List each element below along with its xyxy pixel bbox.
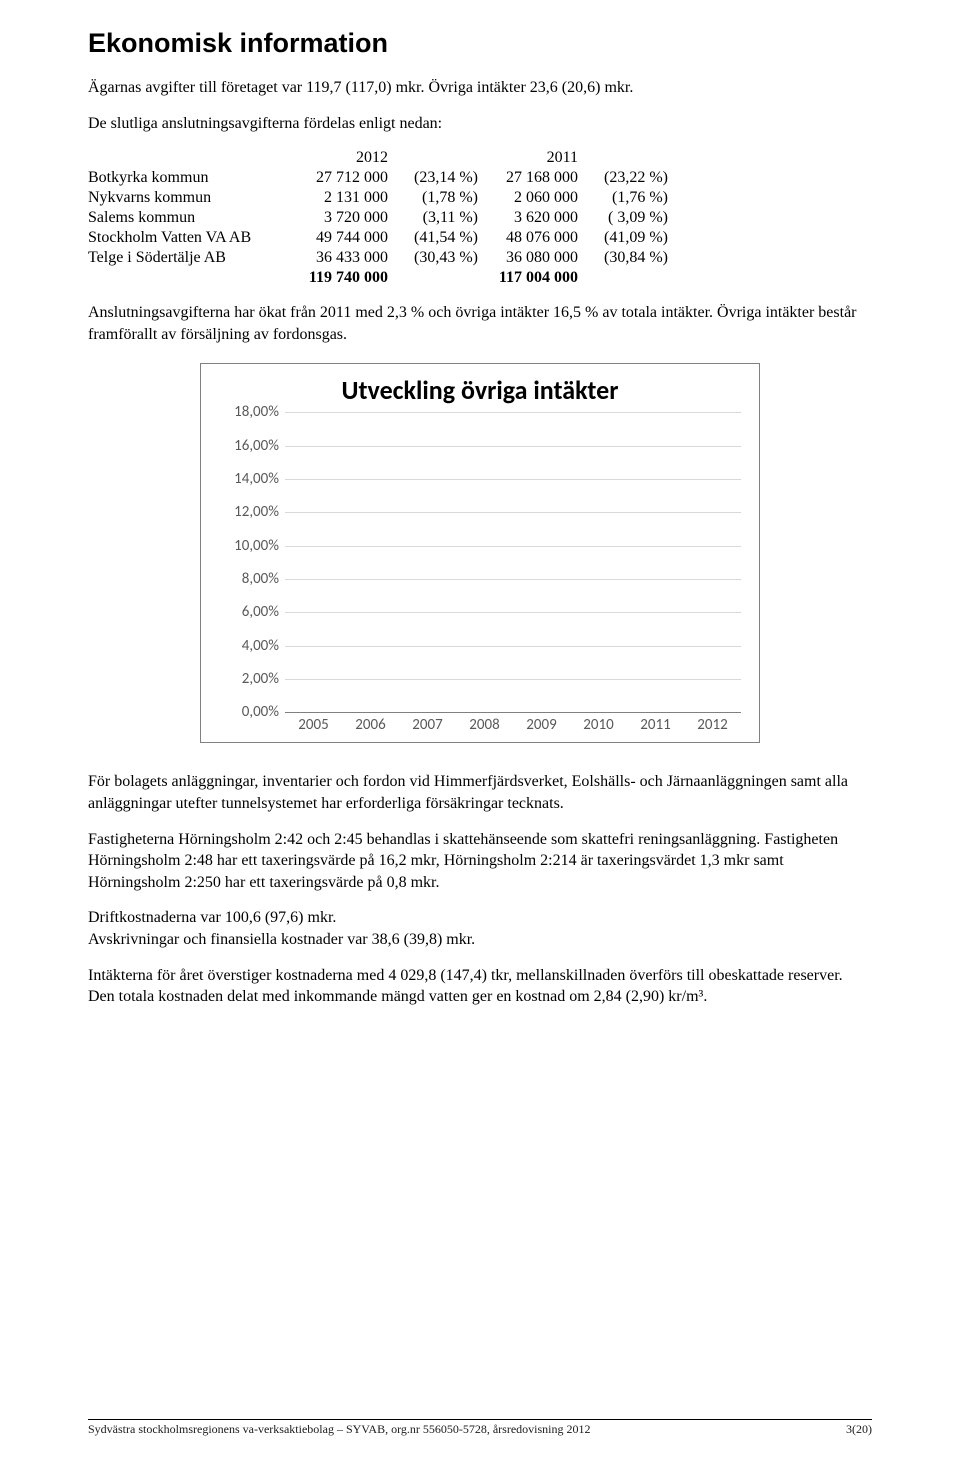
table-totals-row: 119 740 000 117 004 000 xyxy=(88,268,668,288)
table-cell-value: 27 168 000 xyxy=(478,168,578,188)
table-row: Telge i Södertälje AB 36 433 000 (30,43 … xyxy=(88,248,668,268)
table-cell-label: Telge i Södertälje AB xyxy=(88,248,288,268)
chart-x-axis-row: 20052006200720082009201020112012 xyxy=(219,716,741,734)
table-cell-value: 36 433 000 xyxy=(288,248,388,268)
table-cell-label: Salems kommun xyxy=(88,208,288,228)
chart-x-tick-label: 2009 xyxy=(513,716,570,734)
chart-x-tick-label: 2012 xyxy=(684,716,741,734)
table-cell-pct: (23,22 %) xyxy=(578,168,668,188)
table-cell-value: 27 712 000 xyxy=(288,168,388,188)
chart-gridline xyxy=(285,679,741,680)
table-cell-value: 49 744 000 xyxy=(288,228,388,248)
body-paragraph: Fastigheterna Hörningsholm 2:42 och 2:45… xyxy=(88,829,872,894)
chart-y-tick-label: 12,00% xyxy=(234,503,279,521)
chart-y-tick-label: 6,00% xyxy=(242,603,279,621)
chart-x-tick-label: 2010 xyxy=(570,716,627,734)
table-cell-pct: (41,09 %) xyxy=(578,228,668,248)
chart-plot-area xyxy=(285,412,741,712)
table-cell-label: Nykvarns kommun xyxy=(88,188,288,208)
chart-x-tick-label: 2008 xyxy=(456,716,513,734)
chart-y-tick-label: 8,00% xyxy=(242,570,279,588)
table-cell-pct: (30,84 %) xyxy=(578,248,668,268)
table-cell-pct: (3,11 %) xyxy=(388,208,478,228)
table-cell-pct: ( 3,09 %) xyxy=(578,208,668,228)
chart-y-tick-label: 2,00% xyxy=(242,670,279,688)
chart-gridline xyxy=(285,712,741,713)
table-intro: De slutliga anslutningsavgifterna fördel… xyxy=(88,113,872,135)
chart-gridline xyxy=(285,479,741,480)
after-table-paragraph: Anslutningsavgifterna har ökat från 2011… xyxy=(88,302,872,345)
chart-x-tick-label: 2007 xyxy=(399,716,456,734)
chart-x-tick-label: 2011 xyxy=(627,716,684,734)
table-row: Botkyrka kommun 27 712 000 (23,14 %) 27 … xyxy=(88,168,668,188)
table-header-empty xyxy=(88,148,288,168)
table-header-year: 2011 xyxy=(478,148,578,168)
table-cell-label: Botkyrka kommun xyxy=(88,168,288,188)
chart-y-tick-label: 16,00% xyxy=(234,437,279,455)
chart-title: Utveckling övriga intäkter xyxy=(219,374,741,406)
chart-bars-layer xyxy=(285,412,741,712)
table-cell-pct: (23,14 %) xyxy=(388,168,478,188)
table-cell-total: 117 004 000 xyxy=(478,268,578,288)
chart-y-tick-label: 0,00% xyxy=(242,703,279,721)
table-cell-value: 36 080 000 xyxy=(478,248,578,268)
table-cell-pct: (1,76 %) xyxy=(578,188,668,208)
chart-x-tick-label: 2006 xyxy=(342,716,399,734)
footer-right: 3(20) xyxy=(846,1422,872,1437)
chart-x-tick-label: 2005 xyxy=(285,716,342,734)
body-paragraph: Driftkostnaderna var 100,6 (97,6) mkr. A… xyxy=(88,907,872,950)
table-cell-total: 119 740 000 xyxy=(288,268,388,288)
chart-y-tick-label: 4,00% xyxy=(242,637,279,655)
page-footer: Sydvästra stockholmsregionens va-verksak… xyxy=(88,1419,872,1437)
chart-gridline xyxy=(285,612,741,613)
chart-gridline xyxy=(285,412,741,413)
chart-x-labels: 20052006200720082009201020112012 xyxy=(285,716,741,734)
chart-gridline xyxy=(285,512,741,513)
chart-gridline xyxy=(285,546,741,547)
table-cell-empty xyxy=(388,268,478,288)
table-cell-value: 2 060 000 xyxy=(478,188,578,208)
table-cell-pct: (30,43 %) xyxy=(388,248,478,268)
chart-y-tick-label: 14,00% xyxy=(234,470,279,488)
table-row: Salems kommun 3 720 000 (3,11 %) 3 620 0… xyxy=(88,208,668,228)
page-title: Ekonomisk information xyxy=(88,28,872,59)
body-paragraph: För bolagets anläggningar, inventarier o… xyxy=(88,771,872,814)
chart-y-tick-label: 10,00% xyxy=(234,537,279,555)
table-cell-value: 3 620 000 xyxy=(478,208,578,228)
table-cell-pct: (41,54 %) xyxy=(388,228,478,248)
chart-gridline xyxy=(285,579,741,580)
intro-paragraph: Ägarnas avgifter till företaget var 119,… xyxy=(88,77,872,99)
chart-gridline xyxy=(285,446,741,447)
chart-gridline xyxy=(285,646,741,647)
table-row: Stockholm Vatten VA AB 49 744 000 (41,54… xyxy=(88,228,668,248)
page: Ekonomisk information Ägarnas avgifter t… xyxy=(0,0,960,1457)
table-header-year: 2012 xyxy=(288,148,388,168)
table-cell-label: Stockholm Vatten VA AB xyxy=(88,228,288,248)
table-header-empty xyxy=(578,148,668,168)
table-header-empty xyxy=(388,148,478,168)
body-paragraph: Intäkterna för året överstiger kostnader… xyxy=(88,965,872,1008)
table-cell-empty xyxy=(578,268,668,288)
footer-left: Sydvästra stockholmsregionens va-verksak… xyxy=(88,1422,591,1437)
chart-container: Utveckling övriga intäkter 0,00% 2,00% 4,0… xyxy=(200,363,760,743)
table-cell-empty xyxy=(88,268,288,288)
table-cell-pct: (1,78 %) xyxy=(388,188,478,208)
table-cell-value: 48 076 000 xyxy=(478,228,578,248)
fees-table: 2012 2011 Botkyrka kommun 27 712 000 (23… xyxy=(88,148,668,288)
table-cell-value: 3 720 000 xyxy=(288,208,388,228)
table-row: Nykvarns kommun 2 131 000 (1,78 %) 2 060… xyxy=(88,188,668,208)
chart-y-axis: 0,00%2,00%4,00%6,00%8,00%10,00%12,00%14,… xyxy=(219,412,285,712)
table-cell-value: 2 131 000 xyxy=(288,188,388,208)
chart-y-tick-label: 18,00% xyxy=(234,403,279,421)
table-header-row: 2012 2011 xyxy=(88,148,668,168)
chart-plot-row: 0,00%2,00%4,00%6,00%8,00%10,00%12,00%14,… xyxy=(219,412,741,712)
